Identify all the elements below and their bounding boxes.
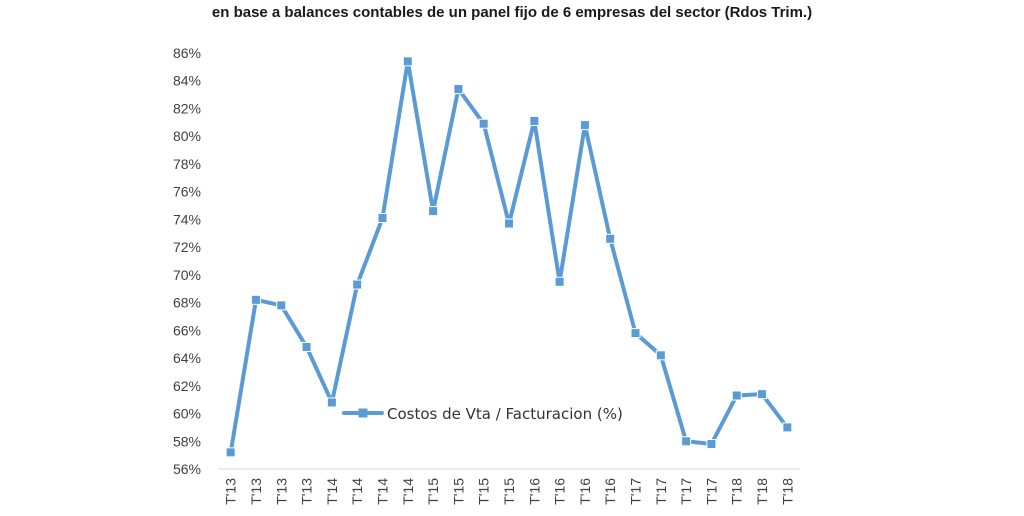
data-point-marker: [478, 118, 489, 129]
y-tick-label: 72%: [173, 239, 201, 255]
data-point-marker: [250, 294, 261, 305]
data-point-marker: [276, 300, 287, 311]
x-tick-label: T'14: [400, 478, 416, 505]
y-tick-label: 68%: [173, 295, 201, 311]
y-tick-label: 70%: [173, 267, 201, 283]
y-tick-label: 58%: [173, 433, 201, 449]
x-tick-label: T'17: [653, 478, 669, 505]
x-tick-label: T'16: [526, 478, 542, 505]
x-tick-label: T'16: [577, 478, 593, 505]
x-tick-label: T'13: [223, 478, 239, 505]
y-tick-label: 74%: [173, 211, 201, 227]
y-tick-label: 86%: [173, 45, 201, 61]
y-tick-label: 62%: [173, 378, 201, 394]
x-tick-label: T'18: [779, 478, 795, 505]
y-tick-label: 78%: [173, 156, 201, 172]
data-point-marker: [402, 56, 413, 67]
data-point-marker: [504, 218, 514, 229]
data-point-marker: [731, 390, 742, 401]
y-tick-label: 84%: [173, 73, 201, 89]
data-point-marker: [655, 350, 666, 361]
y-tick-label: 64%: [173, 350, 201, 366]
chart-title: en base a balances contables de un panel…: [211, 4, 813, 21]
x-tick-label: T'18: [754, 478, 770, 505]
data-point-marker: [301, 341, 312, 352]
data-point-marker: [352, 279, 363, 290]
x-tick-label: T'16: [602, 478, 618, 505]
data-point-marker: [225, 447, 236, 458]
x-axis-tick-labels: T'13 T'13 T'13 T'13 T'14 T'14 T'14 T'14 T'15 T'15…: [223, 478, 796, 505]
x-tick-label: T'14: [324, 478, 340, 505]
data-point-marker: [554, 276, 565, 287]
data-point-marker: [377, 213, 388, 224]
series-line: [228, 59, 790, 455]
x-tick-label: T'17: [678, 478, 694, 505]
legend: Costos de Vta / Facturacion (%): [342, 405, 623, 423]
data-point-marker: [681, 436, 692, 447]
x-tick-label: T'16: [552, 478, 568, 505]
y-axis-tick-labels: 56% 58% 60% 62% 64% 66% 68% 70% 72% 74% 76% 78% 80% 8…: [173, 45, 201, 477]
y-tick-label: 66%: [173, 322, 201, 338]
data-point-marker: [706, 439, 717, 450]
data-point-marker: [630, 328, 641, 339]
x-tick-label: T'14: [349, 478, 365, 505]
x-tick-label: T'13: [273, 478, 289, 505]
data-point-marker: [453, 84, 464, 95]
data-point-marker: [757, 389, 768, 400]
data-point-marker: [579, 120, 590, 131]
y-tick-label: 76%: [173, 184, 201, 200]
y-tick-label: 82%: [173, 100, 201, 116]
data-point-marker: [529, 115, 540, 126]
x-tick-label: T'14: [374, 478, 390, 505]
x-tick-label: T'17: [628, 478, 644, 505]
data-point-marker: [782, 422, 793, 433]
x-tick-label: T'17: [703, 478, 719, 505]
x-tick-label: T'15: [450, 478, 466, 505]
data-point-marker: [428, 206, 439, 217]
x-tick-label: T'13: [248, 478, 264, 505]
x-tick-label: T'18: [729, 478, 745, 505]
x-tick-label: T'15: [476, 478, 492, 505]
x-tick-label: T'15: [425, 478, 441, 505]
y-tick-label: 56%: [173, 461, 201, 477]
legend-marker-swatch: [358, 408, 368, 418]
y-tick-label: 60%: [173, 406, 201, 422]
x-tick-label: T'13: [299, 478, 315, 505]
y-tick-label: 80%: [173, 128, 201, 144]
data-point-marker: [605, 233, 616, 244]
data-point-marker: [326, 397, 337, 408]
x-tick-label: T'15: [501, 478, 517, 505]
series-layer: [225, 56, 793, 458]
legend-label: Costos de Vta / Facturacion (%): [387, 405, 623, 423]
